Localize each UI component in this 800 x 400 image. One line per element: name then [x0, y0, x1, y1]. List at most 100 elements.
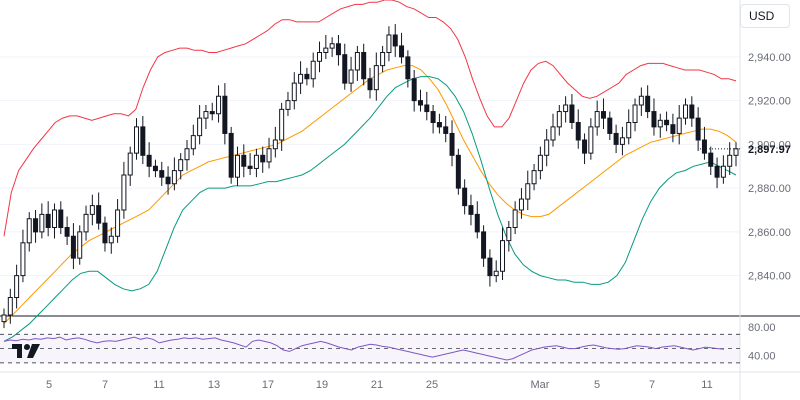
candle-body	[455, 154, 461, 189]
currency-button[interactable]: USD	[740, 4, 790, 28]
candle-body	[285, 100, 291, 110]
candle-body	[714, 165, 720, 178]
candle	[506, 220, 512, 252]
candle-body	[575, 122, 581, 141]
candle-body	[77, 231, 83, 259]
lower-band-line	[3, 76, 737, 342]
candle-body	[386, 34, 392, 53]
candle-body	[701, 139, 707, 154]
candle-body	[228, 132, 234, 178]
candle-body	[121, 174, 127, 211]
x-tick-label: 11	[153, 379, 164, 391]
candle	[203, 105, 209, 130]
price-axis[interactable]: 2,840.00 2,860.00 2,880.00 2,900.00 2,920.00…	[700, 0, 791, 400]
candle-body	[247, 165, 253, 169]
candle-body	[39, 213, 45, 233]
candle-body	[525, 183, 531, 200]
candle-body	[493, 270, 499, 277]
candle	[531, 164, 537, 191]
candle-body	[607, 117, 613, 134]
candle	[323, 35, 329, 60]
candle	[600, 98, 606, 130]
candle	[708, 146, 714, 175]
candle-body	[405, 56, 411, 80]
candle-body	[26, 218, 32, 244]
y-tick-label: 2,940.00	[748, 52, 791, 64]
candle-body	[506, 227, 512, 242]
candle-body	[342, 54, 348, 84]
candle-body	[134, 126, 140, 154]
candle-body	[695, 117, 701, 141]
candle-body	[317, 52, 323, 62]
candle-body	[582, 139, 588, 154]
candle-body	[436, 122, 442, 128]
currency-label: USD	[749, 9, 775, 23]
candle	[575, 109, 581, 149]
candle	[443, 115, 449, 143]
candle-body	[487, 257, 493, 277]
candle	[500, 227, 506, 280]
candle-body	[613, 132, 619, 145]
candle	[165, 166, 171, 195]
candle-body	[392, 34, 398, 47]
candle	[222, 83, 228, 145]
candle-body	[657, 119, 663, 128]
candle	[291, 72, 297, 110]
candle	[455, 148, 461, 195]
candle	[241, 144, 247, 178]
candle	[1, 308, 7, 329]
candle	[544, 129, 550, 167]
candle	[701, 126, 707, 160]
candle-body	[1, 314, 7, 323]
candle	[512, 201, 518, 235]
candle-body	[108, 235, 114, 244]
candle-body	[373, 65, 379, 91]
candle	[348, 56, 354, 92]
candle-body	[266, 148, 272, 163]
candle-body	[417, 100, 423, 106]
x-tick-label: 21	[371, 379, 383, 391]
candle-body	[272, 139, 278, 150]
candle-body	[670, 124, 676, 134]
candle-body	[449, 132, 455, 156]
candle	[373, 52, 379, 101]
candle-body	[594, 111, 600, 128]
candlesticks	[1, 24, 739, 329]
candle-body	[184, 148, 190, 161]
candle-body	[96, 205, 102, 224]
candle	[26, 212, 32, 252]
candle	[424, 91, 430, 121]
candle	[449, 120, 455, 167]
candle-body	[348, 69, 354, 84]
candle	[329, 37, 335, 57]
candle	[184, 140, 190, 171]
candle	[468, 194, 474, 226]
candle-body	[329, 43, 335, 49]
candle-body	[500, 240, 506, 272]
candle-body	[190, 135, 196, 150]
candle-body	[171, 170, 177, 185]
candle	[279, 102, 285, 151]
rsi-pane	[0, 333, 740, 364]
candle	[493, 260, 499, 283]
candle	[714, 157, 720, 189]
candle-body	[7, 297, 13, 316]
candle-body	[367, 78, 373, 91]
candle-body	[468, 205, 474, 215]
candle	[619, 126, 625, 156]
candle	[247, 153, 253, 175]
candle-body	[531, 170, 537, 185]
candle	[487, 249, 493, 287]
candle	[266, 137, 272, 169]
candle	[645, 85, 651, 119]
candle	[695, 107, 701, 151]
candle-body	[588, 126, 594, 154]
candle	[720, 155, 726, 184]
time-axis[interactable]: 5 7 11 13 17 19 21 25 Mar 5 7 11	[46, 379, 713, 391]
candle-body	[563, 104, 569, 113]
x-tick-label: 25	[426, 379, 438, 391]
candle	[689, 96, 695, 127]
last-price-label: 2,897.97	[748, 144, 791, 156]
candle	[335, 35, 341, 66]
